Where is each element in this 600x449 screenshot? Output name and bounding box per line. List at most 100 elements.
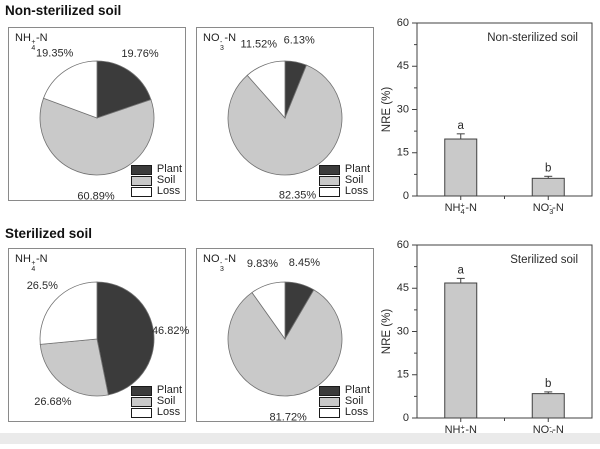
pie-nonsterilized-no3-label-subsup: -3 [220, 39, 224, 52]
pie-nonsterilized-nh4-label-sub: 4 [31, 44, 36, 52]
pie-sterilized-no3-svg: 8.45% 81.72% 9.83% [227, 257, 343, 424]
pie-nonsterilized-no3-legend-item-loss: Loss [318, 185, 370, 197]
loss-swatch-icon [318, 407, 340, 418]
bar-nonsterilized-annotation: Non-sterilized soil [487, 32, 578, 44]
plant-swatch-icon [130, 385, 152, 396]
pie-sterilized-nh4-legend-label-plant: Plant [156, 384, 182, 396]
bar-sterilized-sig-letter-nh4-n: a [458, 264, 465, 276]
pie-nonsterilized-nh4-legend-item-plant: Plant [130, 163, 182, 175]
pie-sterilized-nh4-label-sub: 4 [31, 265, 36, 273]
pie-nonsterilized-nh4-pct-plant: 19.76% [121, 48, 159, 60]
pie-nonsterilized-no3-pct-soil: 82.35% [279, 189, 317, 201]
pie-panel-sterilized-no3: 8.45% 81.72% 9.83% NO -3 -N Plant Soil Loss [196, 248, 374, 424]
pie-nonsterilized-no3-legend-label-plant: Plant [344, 163, 370, 175]
pie-sterilized-no3-label-subsup: -3 [220, 260, 224, 272]
plant-swatch-icon [318, 385, 340, 396]
bar-sterilized-ytick-45: 45 [397, 282, 409, 294]
bar-nonsterilized-ytick-60: 60 [397, 17, 409, 29]
pie-nonsterilized-no3-label-sub: 3 [220, 44, 224, 52]
pie-nonsterilized-no3-label: NO -3 -N [203, 32, 236, 51]
pie-nonsterilized-no3-slice-loss [246, 60, 286, 120]
pie-nonsterilized-nh4-pct-loss: 19.35% [36, 47, 74, 59]
pie-nonsterilized-nh4-label-sup: + [31, 39, 36, 46]
pie-sterilized-no3-label-suffix: -N [224, 253, 237, 265]
pie-panel-non-sterilized-no3: 6.13% 82.35% 11.52% NO -3 -N Plant Soil Loss [196, 27, 374, 201]
pie-sterilized-nh4-slice-soil [39, 338, 109, 397]
pie-sterilized-nh4-legend: Plant Soil Loss [130, 384, 182, 418]
bar-sterilized-frame [416, 244, 593, 419]
pie-sterilized-nh4-label: NH +4 -N [15, 253, 48, 272]
pie-nonsterilized-no3-pct-plant: 6.13% [284, 35, 315, 47]
pie-sterilized-no3-legend-label-plant: Plant [344, 384, 370, 396]
bar-sterilized-bar-no3-n [531, 393, 565, 419]
pie-sterilized-no3-label: NO -3 -N [203, 253, 236, 272]
pie-sterilized-nh4-legend-item-plant: Plant [130, 384, 182, 396]
row-sterilized: Sterilized soil 46.82% 26.68% 26.5% NH +4 -N P… [0, 222, 600, 444]
pie-nonsterilized-no3-legend-item-soil: Soil [318, 174, 370, 186]
bar-nonsterilized-sig-letter-nh4-n: a [458, 120, 465, 132]
pie-nonsterilized-no3-legend-item-plant: Plant [318, 163, 370, 175]
pie-nonsterilized-nh4-legend-label-soil: Soil [156, 174, 176, 186]
pie-sterilized-no3-legend-label-loss: Loss [344, 406, 369, 418]
pie-nonsterilized-nh4-label-base: NH [15, 32, 31, 44]
loss-swatch-icon [130, 407, 152, 418]
bar-sterilized-ylabel: NRE (%) [381, 309, 393, 355]
bar-nonsterilized-xtick-no3-n: NO3--N [533, 201, 564, 217]
pie-nonsterilized-nh4-legend: Plant Soil Loss [130, 163, 182, 197]
pie-panel-non-sterilized-nh4: 19.76% 60.89% 19.35% NH +4 -N Plant Soil Loss [8, 27, 186, 203]
pie-sterilized-no3-pct-plant: 8.45% [289, 257, 320, 269]
pie-sterilized-nh4-slice-plant [96, 281, 155, 396]
soil-swatch-icon [318, 396, 340, 407]
pie-sterilized-nh4-label-subsup: +4 [31, 260, 36, 273]
pie-sterilized-nh4-svg: 46.82% 26.68% 26.5% [27, 280, 190, 408]
pie-nonsterilized-no3-label-suffix: -N [224, 32, 237, 44]
pie-sterilized-nh4-pct-plant: 46.82% [152, 325, 190, 337]
bar-sterilized-bar-nh4-n [444, 282, 478, 419]
pie-nonsterilized-nh4-label: NH +4 -N [15, 32, 48, 51]
bar-nonsterilized-ytick-15: 15 [397, 147, 409, 159]
pie-nonsterilized-nh4-pct-soil: 60.89% [77, 191, 115, 203]
bottom-strip [0, 433, 600, 444]
bar-sterilized-annotation: Sterilized soil [510, 254, 578, 266]
plant-swatch-icon [130, 164, 152, 175]
pie-sterilized-nh4-pct-soil: 26.68% [34, 396, 72, 408]
row-non-sterilized: Non-sterilized soil 19.76% 60.89% 19.35% NH… [0, 0, 600, 222]
bar-nonsterilized-ytick-0: 0 [403, 190, 409, 202]
bar-nonsterilized-bar-nh4-n [444, 138, 478, 197]
pie-sterilized-no3-pct-loss: 9.83% [247, 258, 278, 270]
pie-sterilized-no3-slice-loss [251, 281, 286, 341]
pie-sterilized-nh4-legend-item-soil: Soil [130, 395, 182, 407]
bar-nonsterilized-ylabel: NRE (%) [381, 87, 393, 133]
pie-nonsterilized-nh4-legend-item-soil: Soil [130, 174, 182, 186]
pie-nonsterilized-nh4-svg: 19.76% 60.89% 19.35% [36, 47, 159, 203]
bar-chart-non-sterilized: 0 15 30 45 60 a NH4+-N b NO3--N NRE (%) Non-steril… [378, 0, 600, 222]
pie-panel-sterilized-nh4: 46.82% 26.68% 26.5% NH +4 -N Plant Soil Loss [8, 248, 190, 422]
pie-sterilized-nh4-pct-loss: 26.5% [27, 280, 58, 292]
pie-sterilized-nh4-legend-label-soil: Soil [156, 395, 176, 407]
bar-sterilized-ytick-30: 30 [397, 325, 409, 337]
bar-nonsterilized-ytick-30: 30 [397, 103, 409, 115]
bar-nonsterilized-frame [416, 22, 593, 197]
soil-swatch-icon [318, 175, 340, 186]
loss-swatch-icon [318, 186, 340, 197]
pie-nonsterilized-nh4-slice-soil [39, 97, 155, 176]
pie-sterilized-nh4-legend-item-loss: Loss [130, 407, 182, 418]
pie-sterilized-no3-legend: Plant Soil Loss [318, 384, 370, 418]
pie-nonsterilized-no3-legend-label-loss: Loss [344, 185, 369, 197]
pie-nonsterilized-nh4-legend-label-loss: Loss [156, 185, 181, 197]
pie-sterilized-no3-label-sup: - [220, 260, 223, 267]
pie-nonsterilized-no3-svg: 6.13% 82.35% 11.52% [227, 35, 343, 201]
pie-sterilized-no3-legend-item-plant: Plant [318, 384, 370, 396]
pie-sterilized-no3-legend-item-loss: Loss [318, 406, 370, 418]
pie-sterilized-nh4-slice-loss [39, 281, 98, 345]
pie-sterilized-no3-slice-soil [227, 289, 343, 397]
pie-nonsterilized-no3-label-sup: - [220, 39, 223, 46]
pie-nonsterilized-no3-label-base: NO [203, 32, 220, 44]
pie-nonsterilized-no3-legend: Plant Soil Loss [318, 163, 370, 197]
pie-sterilized-no3-legend-label-soil: Soil [344, 395, 364, 407]
pie-nonsterilized-nh4-legend-label-plant: Plant [156, 163, 182, 175]
pie-nonsterilized-no3-legend-label-soil: Soil [344, 174, 364, 186]
